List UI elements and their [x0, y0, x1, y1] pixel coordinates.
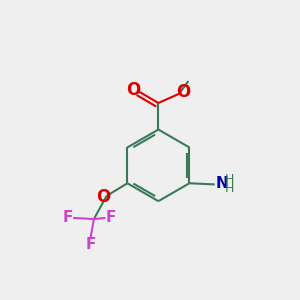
Text: O: O — [176, 83, 190, 101]
Text: H: H — [225, 182, 234, 195]
Text: O: O — [96, 188, 110, 206]
Text: H: H — [225, 173, 234, 186]
Text: N: N — [216, 176, 229, 191]
Text: F: F — [63, 210, 73, 225]
Text: O: O — [126, 81, 140, 99]
Text: F: F — [85, 237, 96, 252]
Text: F: F — [105, 210, 116, 225]
